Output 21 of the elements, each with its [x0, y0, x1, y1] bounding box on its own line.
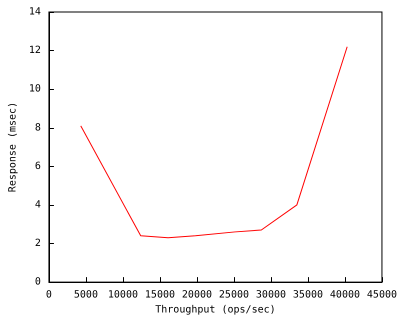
x-tick-label: 10000	[108, 290, 138, 301]
x-tick-label: 30000	[256, 290, 286, 301]
y-tick-label: 10	[28, 84, 41, 95]
x-tick-label: 35000	[292, 290, 323, 301]
y-tick-label: 6	[34, 160, 41, 172]
y-axis-title: Response (msec)	[8, 102, 18, 192]
line-series	[80, 46, 348, 238]
x-tick-label: 25000	[218, 290, 249, 301]
x-axis-title: Throughput (ops/sec)	[155, 304, 276, 316]
y-tick-label: 0	[34, 276, 41, 288]
x-tick-label: 40000	[330, 290, 360, 301]
x-tick-label: 15000	[144, 290, 175, 301]
y-tick-label: 12	[28, 45, 41, 56]
y-tick-label: 14	[28, 6, 41, 18]
y-tick-label: 8	[34, 122, 41, 134]
y-tick-label: 4	[34, 199, 41, 210]
x-tick-label: 0	[46, 290, 52, 301]
x-tick-label: 45000	[366, 290, 398, 301]
x-tick-label: 20000	[182, 290, 212, 301]
y-tick-label: 2	[34, 238, 41, 250]
x-tick-label: 5000	[74, 290, 98, 301]
